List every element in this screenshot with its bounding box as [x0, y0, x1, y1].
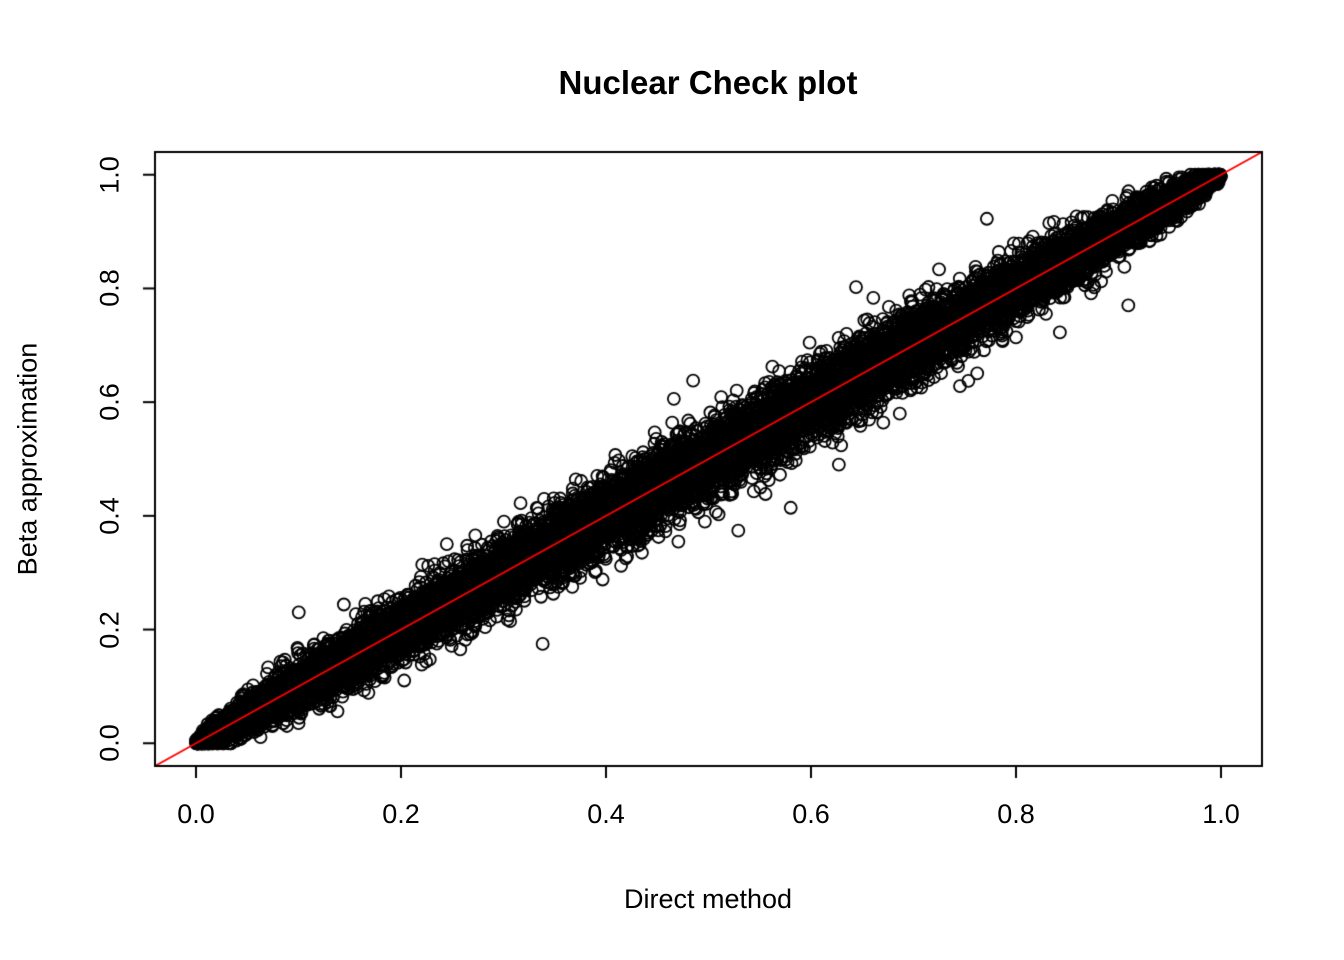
x-tick-label: 0.4: [587, 799, 625, 829]
x-tick-label: 0.2: [382, 799, 420, 829]
y-tick-label: 0.2: [94, 610, 125, 649]
y-tick-label: 1.0: [94, 155, 125, 194]
x-tick-label: 1.0: [1202, 799, 1240, 829]
x-axis-label: Direct method: [623, 884, 793, 914]
y-tick-label: 0.0: [94, 724, 125, 763]
y-tick-label: 0.6: [94, 383, 125, 421]
y-tick-label: 0.8: [94, 269, 125, 308]
y-tick-label: 0.4: [94, 497, 125, 535]
x-tick-label: 0.8: [997, 799, 1035, 829]
x-tick-label: 0.6: [792, 799, 830, 829]
x-tick-label: 0.0: [177, 799, 215, 829]
y-axis-label: Beta approximation: [12, 342, 43, 576]
chart-title: Nuclear Check plot: [558, 64, 858, 101]
